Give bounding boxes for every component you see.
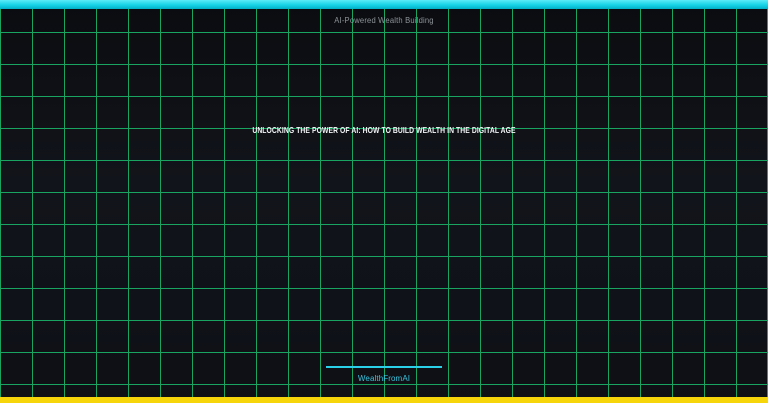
main-heading: UNLOCKING THE POWER OF AI: HOW TO BUILD … <box>252 125 516 135</box>
brand-link[interactable]: WealthFromAI <box>357 374 411 383</box>
brand-underline <box>326 366 442 368</box>
top-accent-bar <box>0 0 768 9</box>
header-label: AI-Powered Wealth Building <box>334 16 434 25</box>
bottom-accent-bar <box>0 397 768 403</box>
